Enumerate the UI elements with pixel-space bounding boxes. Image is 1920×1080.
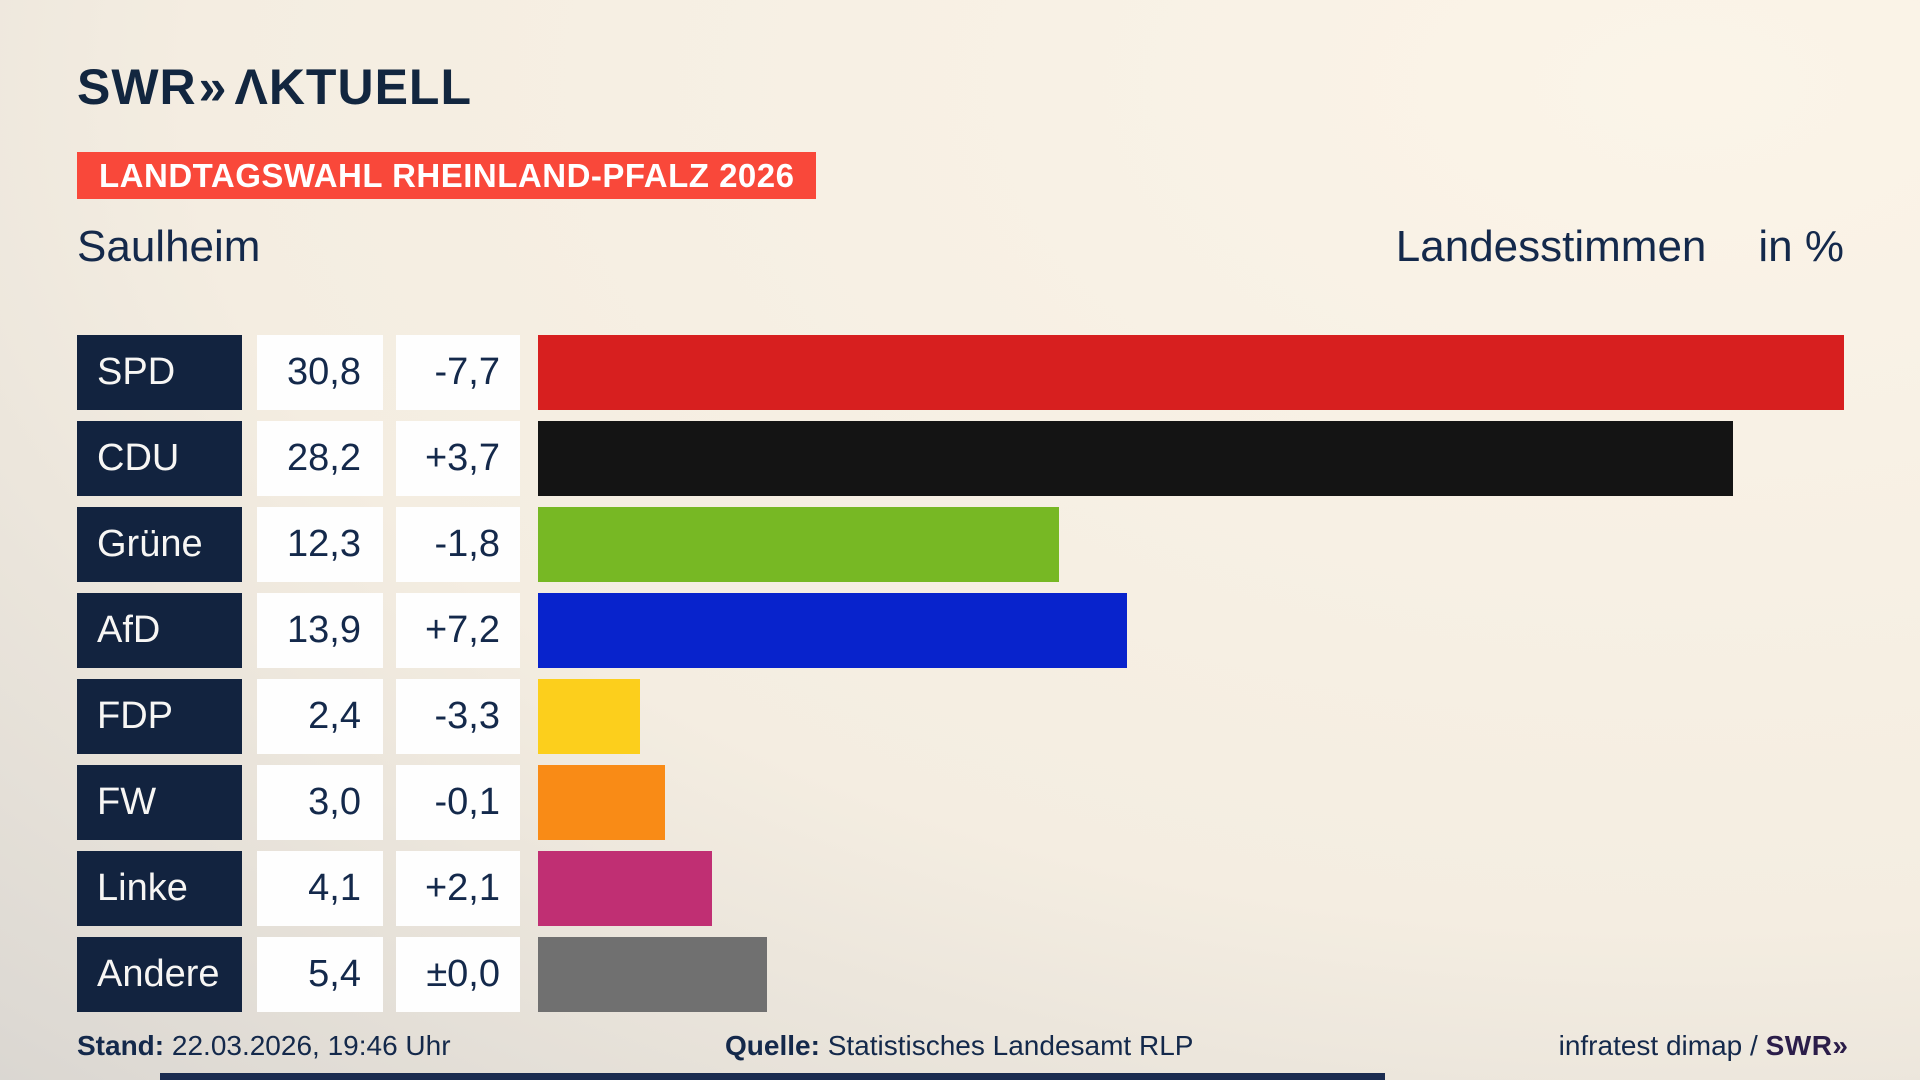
swr-credit-logo: SWR»	[1765, 1030, 1848, 1061]
party-label-cell: Andere	[77, 937, 242, 1012]
party-label-cell: AfD	[77, 593, 242, 668]
party-label-cell: SPD	[77, 335, 242, 410]
footer: Stand: 22.03.2026, 19:46 Uhr Quelle: Sta…	[0, 1030, 1920, 1070]
diff-cell: +7,2	[396, 593, 520, 668]
source-value: Statistisches Landesamt RLP	[827, 1030, 1194, 1061]
result-bar	[538, 593, 1128, 668]
vote-share-cell: 4,1	[257, 851, 383, 926]
swr-logo-text: SWR	[77, 59, 197, 115]
diff-cell: -3,3	[396, 679, 520, 754]
bar-track	[538, 421, 1920, 496]
swr-credit-text: SWR	[1765, 1030, 1833, 1061]
vote-share-cell: 28,2	[257, 421, 383, 496]
chevron-right-icon: »	[1832, 1030, 1847, 1061]
bar-track	[538, 593, 1920, 668]
result-bar	[538, 421, 1734, 496]
chart-title: Landesstimmen in %	[1396, 222, 1844, 272]
result-bar	[538, 765, 666, 840]
party-label-cell: CDU	[77, 421, 242, 496]
source-note: Quelle: Statistisches Landesamt RLP	[725, 1030, 1193, 1062]
party-label-cell: FDP	[77, 679, 242, 754]
chevron-right-icon: »	[198, 59, 227, 115]
party-label-cell: Grüne	[77, 507, 242, 582]
credit-text: infratest dimap /	[1558, 1030, 1766, 1061]
municipality-title: Saulheim	[77, 222, 261, 271]
stand-timestamp: Stand: 22.03.2026, 19:46 Uhr	[77, 1030, 451, 1062]
bar-track	[538, 335, 1920, 410]
source-label: Quelle:	[725, 1030, 820, 1061]
diff-cell: -1,8	[396, 507, 520, 582]
bar-track	[538, 765, 1920, 840]
table-row: SPD 30,8 -7,7	[77, 335, 1920, 410]
table-row: FW 3,0 -0,1	[77, 765, 1920, 840]
table-row: AfD 13,9 +7,2	[77, 593, 1920, 668]
result-bar	[538, 507, 1060, 582]
diff-cell: ±0,0	[396, 937, 520, 1012]
vote-share-cell: 3,0	[257, 765, 383, 840]
vote-share-cell: 5,4	[257, 937, 383, 1012]
credit-note: infratest dimap / SWR»	[1558, 1030, 1848, 1062]
result-bar	[538, 851, 712, 926]
table-row: CDU 28,2 +3,7	[77, 421, 1920, 496]
results-table: SPD 30,8 -7,7 CDU 28,2 +3,7 Grüne 12,3 -1,8 AfD 13…	[77, 335, 1920, 1023]
stand-value: 22.03.2026, 19:46 Uhr	[171, 1030, 451, 1061]
bar-track	[538, 937, 1920, 1012]
table-row: Andere 5,4 ±0,0	[77, 937, 1920, 1012]
lower-third-edge	[160, 1073, 1385, 1080]
diff-cell: -0,1	[396, 765, 520, 840]
swr-aktuell-logo: SWR» ΛKTUELL	[77, 58, 472, 116]
stand-label: Stand:	[77, 1030, 165, 1061]
table-row: Grüne 12,3 -1,8	[77, 507, 1920, 582]
table-row: FDP 2,4 -3,3	[77, 679, 1920, 754]
bar-track	[538, 507, 1920, 582]
vote-share-cell: 2,4	[257, 679, 383, 754]
diff-cell: -7,7	[396, 335, 520, 410]
vote-share-cell: 30,8	[257, 335, 383, 410]
party-label-cell: Linke	[77, 851, 242, 926]
result-bar	[538, 937, 767, 1012]
bar-track	[538, 851, 1920, 926]
vote-type-label: Landesstimmen	[1395, 222, 1707, 271]
election-banner: LANDTAGSWAHL RHEINLAND-PFALZ 2026	[77, 152, 817, 199]
diff-cell: +2,1	[396, 851, 520, 926]
vote-share-cell: 12,3	[257, 507, 383, 582]
result-bar	[538, 679, 640, 754]
table-row: Linke 4,1 +2,1	[77, 851, 1920, 926]
aktuell-logo-text: ΛKTUELL	[234, 59, 473, 115]
result-bar	[538, 335, 1844, 410]
party-label-cell: FW	[77, 765, 242, 840]
vote-share-cell: 13,9	[257, 593, 383, 668]
unit-label: in %	[1758, 222, 1844, 271]
diff-cell: +3,7	[396, 421, 520, 496]
bar-track	[538, 679, 1920, 754]
